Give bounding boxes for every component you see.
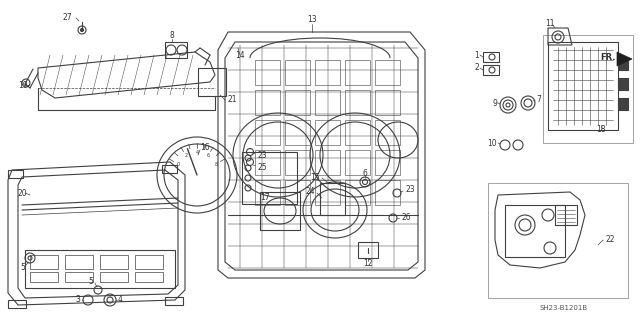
Text: 10: 10: [488, 138, 497, 147]
Bar: [8, 300, 26, 308]
Bar: [198, 68, 226, 96]
Bar: [285, 180, 310, 205]
Text: 9: 9: [492, 99, 497, 108]
Text: 18: 18: [596, 125, 605, 135]
Bar: [285, 60, 310, 85]
Bar: [255, 60, 280, 85]
Bar: [255, 150, 280, 175]
Text: SH23-B1201B: SH23-B1201B: [540, 305, 588, 311]
Polygon shape: [618, 58, 628, 70]
Bar: [315, 180, 340, 205]
Bar: [315, 150, 340, 175]
Bar: [375, 120, 400, 145]
Text: 13: 13: [307, 16, 317, 25]
Text: 23: 23: [258, 151, 268, 160]
Bar: [548, 42, 618, 130]
Circle shape: [81, 28, 83, 32]
Bar: [30, 255, 58, 269]
Bar: [65, 272, 93, 282]
Bar: [505, 205, 565, 257]
Bar: [165, 42, 187, 58]
Text: 17: 17: [260, 192, 270, 202]
Polygon shape: [618, 98, 628, 110]
Bar: [100, 255, 128, 269]
Bar: [25, 250, 175, 288]
Bar: [165, 297, 183, 305]
Text: 20: 20: [18, 189, 28, 197]
Bar: [345, 90, 370, 115]
Bar: [100, 272, 128, 282]
Text: 6: 6: [363, 168, 367, 177]
Polygon shape: [618, 78, 628, 90]
Text: 12: 12: [364, 258, 372, 268]
Bar: [315, 60, 340, 85]
Text: 22: 22: [605, 235, 614, 244]
Text: 3: 3: [75, 295, 80, 305]
Text: 7: 7: [536, 95, 541, 105]
Bar: [285, 150, 310, 175]
Bar: [345, 180, 370, 205]
Bar: [135, 255, 163, 269]
Bar: [555, 205, 577, 225]
Bar: [162, 165, 177, 173]
Text: 8: 8: [214, 161, 218, 167]
Bar: [375, 90, 400, 115]
Bar: [345, 150, 370, 175]
Bar: [315, 120, 340, 145]
Bar: [65, 255, 93, 269]
Bar: [242, 152, 297, 204]
Text: 5: 5: [20, 263, 25, 272]
Text: 8: 8: [170, 32, 174, 41]
Bar: [285, 90, 310, 115]
Text: 15: 15: [310, 174, 320, 182]
Text: 27: 27: [62, 13, 72, 23]
Bar: [345, 120, 370, 145]
Bar: [483, 65, 499, 75]
Text: 1: 1: [474, 50, 479, 60]
Text: 19: 19: [18, 81, 28, 91]
Bar: [260, 192, 300, 230]
Polygon shape: [617, 52, 632, 66]
Text: FR.: FR.: [600, 54, 616, 63]
Text: 26: 26: [401, 213, 411, 222]
Text: 4: 4: [195, 151, 198, 155]
Bar: [255, 180, 280, 205]
Bar: [8, 170, 23, 178]
Bar: [345, 60, 370, 85]
Bar: [375, 150, 400, 175]
Bar: [488, 183, 628, 298]
Text: 25: 25: [258, 164, 268, 173]
Bar: [315, 90, 340, 115]
Text: 16: 16: [200, 144, 210, 152]
Bar: [255, 120, 280, 145]
Text: 23: 23: [405, 186, 415, 195]
Bar: [543, 35, 633, 143]
Text: 5: 5: [88, 278, 93, 286]
Bar: [30, 272, 58, 282]
Bar: [375, 180, 400, 205]
Text: 11: 11: [545, 19, 555, 27]
Text: 14: 14: [235, 50, 244, 60]
Bar: [483, 52, 499, 62]
Bar: [255, 90, 280, 115]
Text: 21: 21: [228, 95, 237, 105]
Text: 4: 4: [118, 295, 123, 305]
Text: 6: 6: [207, 153, 209, 159]
Bar: [375, 60, 400, 85]
Text: 2: 2: [184, 153, 188, 159]
Bar: [285, 120, 310, 145]
Bar: [135, 272, 163, 282]
Text: 24: 24: [305, 188, 315, 197]
Text: 2: 2: [474, 63, 479, 72]
Text: 0: 0: [177, 161, 179, 167]
